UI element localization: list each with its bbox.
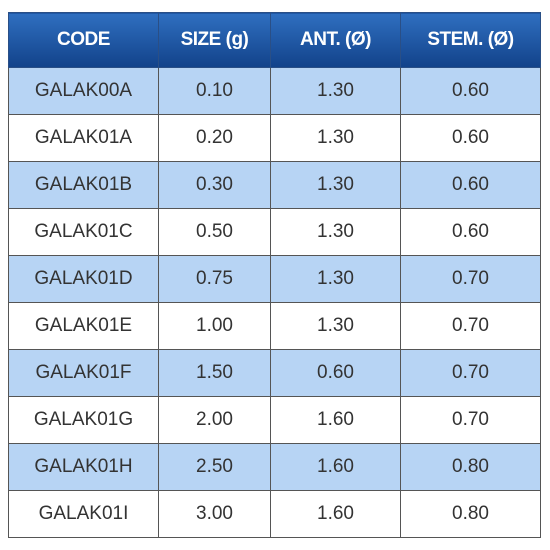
header-cell: ANT. (Ø) [270,12,401,68]
table-cell: 0.70 [400,396,541,444]
table-cell: 2.50 [158,443,271,491]
spec-table: CODE SIZE (g) ANT. (Ø) STEM. (Ø) GALAK00A 0.… [8,12,541,538]
table-cell: 1.30 [270,161,401,209]
table-cell: 0.60 [400,161,541,209]
table-cell: 1.00 [158,302,271,350]
table-cell: 0.70 [400,349,541,397]
table-cell: 0.60 [270,349,401,397]
table-cell: GALAK01D [8,255,159,303]
table-cell: 0.60 [400,114,541,162]
table-cell: GALAK01E [8,302,159,350]
table-row: GALAK01I 3.00 1.60 0.80 [8,490,541,538]
table-cell: GALAK01A [8,114,159,162]
table-cell: GALAK01G [8,396,159,444]
table-row: GALAK01F 1.50 0.60 0.70 [8,349,541,397]
table-cell: 1.60 [270,396,401,444]
table-cell: 0.80 [400,443,541,491]
table-row: GALAK01A 0.20 1.30 0.60 [8,114,541,162]
table-cell: GALAK01C [8,208,159,256]
table-cell: 0.80 [400,490,541,538]
table-cell: 0.10 [158,67,271,115]
table-cell: GALAK01I [8,490,159,538]
table-cell: GALAK01H [8,443,159,491]
table-cell: 1.30 [270,255,401,303]
header-row: CODE SIZE (g) ANT. (Ø) STEM. (Ø) [8,12,541,68]
table-cell: 0.20 [158,114,271,162]
table-cell: 0.30 [158,161,271,209]
table-cell: 0.70 [400,255,541,303]
header-cell: CODE [8,12,159,68]
header-cell: SIZE (g) [158,12,271,68]
table-cell: GALAK00A [8,67,159,115]
table-cell: GALAK01F [8,349,159,397]
header-cell: STEM. (Ø) [400,12,541,68]
table-cell: 0.70 [400,302,541,350]
table-row: GALAK01B 0.30 1.30 0.60 [8,161,541,209]
table-row: GALAK01C 0.50 1.30 0.60 [8,208,541,256]
table-cell: 0.75 [158,255,271,303]
table-cell: 1.60 [270,443,401,491]
table-body: GALAK00A 0.10 1.30 0.60 GALAK01A 0.20 1.30 0.60… [8,67,541,538]
table-cell: 0.50 [158,208,271,256]
table-cell: GALAK01B [8,161,159,209]
table-cell: 1.30 [270,114,401,162]
table-row: GALAK00A 0.10 1.30 0.60 [8,67,541,115]
table-cell: 2.00 [158,396,271,444]
table-container: CODE SIZE (g) ANT. (Ø) STEM. (Ø) GALAK00A 0.… [8,12,541,538]
table-row: GALAK01H 2.50 1.60 0.80 [8,443,541,491]
table-cell: 3.00 [158,490,271,538]
table-cell: 1.50 [158,349,271,397]
table-cell: 1.30 [270,208,401,256]
table-cell: 0.60 [400,208,541,256]
table-cell: 1.60 [270,490,401,538]
table-row: GALAK01D 0.75 1.30 0.70 [8,255,541,303]
table-cell: 1.30 [270,302,401,350]
table-cell: 1.30 [270,67,401,115]
table-row: GALAK01G 2.00 1.60 0.70 [8,396,541,444]
table-cell: 0.60 [400,67,541,115]
table-row: GALAK01E 1.00 1.30 0.70 [8,302,541,350]
